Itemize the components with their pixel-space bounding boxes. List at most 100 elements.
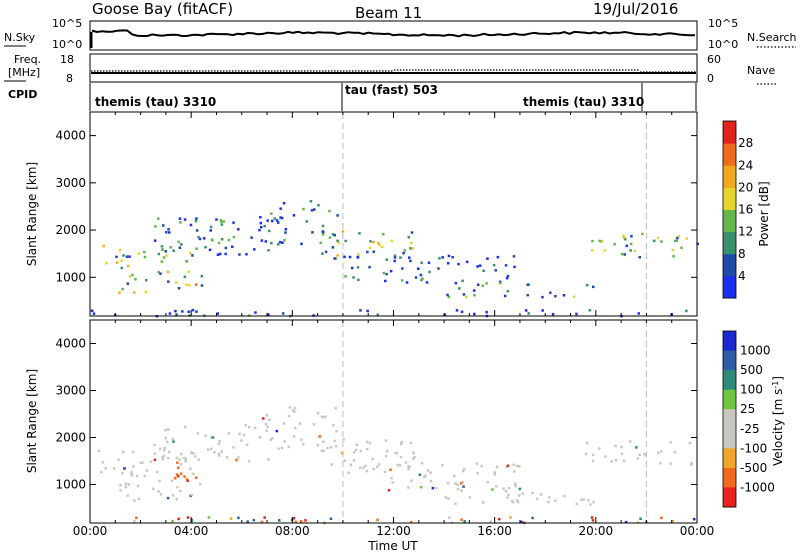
range-gate-cell <box>357 278 360 282</box>
range-gate-cell <box>357 253 360 256</box>
range-gate-cell <box>208 248 212 252</box>
range-gate-cell <box>676 236 679 240</box>
range-gate-cell <box>660 240 663 243</box>
range-gate-cell <box>591 239 594 243</box>
power-colorbar: 4 8 12 16 20 24 28 <box>722 120 753 299</box>
range-gate-cell <box>122 450 125 454</box>
range-gate-cell <box>535 497 539 500</box>
colorbar-swatch <box>723 428 736 449</box>
range-gate-cell <box>426 469 430 472</box>
range-gate-cell <box>417 267 420 270</box>
range-gate-cell <box>688 441 692 445</box>
range-gate-cell <box>321 224 325 228</box>
range-gate-cell <box>137 497 141 501</box>
nsearch-label: N.Search <box>747 31 797 44</box>
nsky-tick-bottom: 10^0 <box>52 38 82 51</box>
range-gate-cell <box>358 232 361 235</box>
range-gate-cell <box>183 425 187 429</box>
nsky-label: N.Sky <box>4 31 36 44</box>
range-gate-cell <box>178 217 182 220</box>
range-gate-cell <box>183 275 187 278</box>
range-gate-cell <box>580 498 583 501</box>
range-gate-cell <box>485 282 488 285</box>
range-gate-cell <box>499 281 502 285</box>
range-gate-cell <box>614 458 618 462</box>
range-gate-cell <box>512 463 515 467</box>
colorbar-swatch <box>723 448 736 469</box>
range-gate-cell <box>217 454 221 457</box>
colorbar-swatch <box>723 467 736 488</box>
range-gate-cell <box>215 218 218 221</box>
range-gate-cell <box>387 489 391 492</box>
range-gate-cell <box>176 486 179 489</box>
range-gate-cell <box>400 279 404 282</box>
range-gate-cell <box>494 269 497 272</box>
range-gate-cell <box>526 283 529 286</box>
range-gate-cell <box>554 499 557 502</box>
y-tick-label: 1000 <box>55 477 86 491</box>
range-gate-cell <box>291 408 295 412</box>
range-gate-cell <box>443 313 447 316</box>
range-gate-cell <box>461 481 464 484</box>
range-gate-cell <box>382 271 385 275</box>
colorbar-swatch <box>723 370 736 391</box>
range-gate-cell <box>526 293 529 297</box>
range-gate-cell <box>266 425 269 428</box>
range-gate-cell <box>366 447 369 451</box>
range-gate-cell <box>131 273 134 277</box>
range-gate-cell <box>378 463 381 466</box>
range-gate-cell <box>518 465 521 468</box>
range-gate-cell <box>591 459 595 463</box>
range-gate-cell <box>197 458 200 461</box>
range-gate-cell <box>310 209 314 212</box>
range-gate-cell <box>562 294 566 297</box>
range-gate-cell <box>218 439 221 443</box>
range-gate-cell <box>410 520 413 524</box>
range-gate-cell <box>637 312 640 315</box>
range-gate-cell <box>377 241 380 245</box>
range-gate-cell <box>486 481 490 484</box>
colorbar-tick-label: 16 <box>738 203 753 217</box>
range-gate-cell <box>622 234 625 238</box>
range-gate-cell <box>115 255 118 259</box>
range-gate-cell <box>145 279 148 282</box>
range-gate-cell <box>624 238 627 241</box>
range-gate-cell <box>413 456 416 459</box>
range-gate-cell <box>131 450 135 454</box>
range-gate-cell <box>518 494 521 497</box>
range-gate-cell <box>685 237 688 240</box>
range-gate-cell <box>384 279 387 283</box>
range-gate-cell <box>153 452 157 456</box>
range-gate-cell <box>137 252 140 255</box>
range-gate-cell <box>496 255 500 259</box>
range-gate-cell <box>200 284 204 287</box>
range-gate-cell <box>277 221 280 224</box>
range-gate-cell <box>260 239 264 242</box>
range-gate-cell <box>278 240 282 244</box>
range-gate-cell <box>333 257 336 260</box>
range-gate-cell <box>238 432 241 436</box>
range-gate-cell <box>389 269 393 273</box>
range-gate-cell <box>575 312 578 316</box>
range-gate-cell <box>129 275 132 278</box>
range-gate-cell <box>316 444 320 447</box>
range-gate-cell <box>629 249 632 252</box>
range-gate-cell <box>541 309 544 312</box>
range-gate-cell <box>180 452 183 456</box>
range-gate-cell <box>266 219 269 222</box>
colorbar-tick-label: 500 <box>740 363 763 377</box>
range-gate-cell <box>184 457 188 461</box>
range-gate-cell <box>696 242 699 246</box>
range-gate-cell <box>179 472 183 475</box>
range-gate-cell <box>171 494 175 497</box>
range-gate-cell <box>166 496 170 500</box>
range-gate-cell <box>414 276 418 279</box>
range-gate-cell <box>202 237 206 240</box>
range-gate-cell <box>220 238 224 241</box>
range-gate-cell <box>211 239 214 242</box>
range-gate-cell <box>515 499 519 502</box>
range-gate-cell <box>513 470 516 473</box>
range-gate-cell <box>326 446 329 450</box>
range-gate-cell <box>507 487 511 490</box>
range-gate-cell <box>623 236 626 239</box>
